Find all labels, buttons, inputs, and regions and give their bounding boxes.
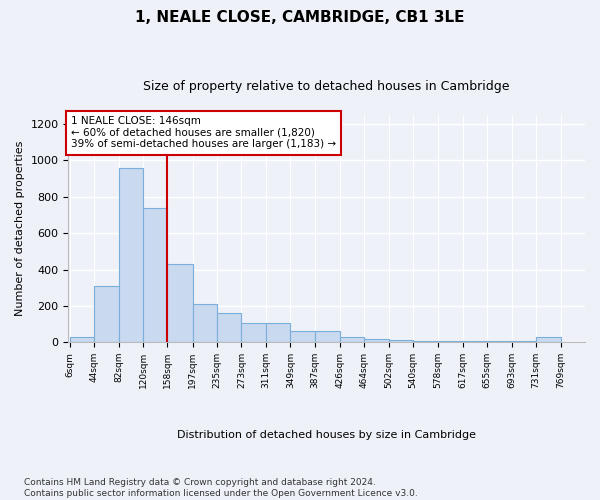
Text: Contains HM Land Registry data © Crown copyright and database right 2024.
Contai: Contains HM Land Registry data © Crown c…	[24, 478, 418, 498]
Bar	[241, 323, 266, 342]
Bar	[266, 323, 290, 342]
Title: Size of property relative to detached houses in Cambridge: Size of property relative to detached ho…	[143, 80, 510, 93]
Bar	[143, 208, 167, 342]
Bar	[167, 264, 193, 342]
Text: 1, NEALE CLOSE, CAMBRIDGE, CB1 3LE: 1, NEALE CLOSE, CAMBRIDGE, CB1 3LE	[135, 10, 465, 25]
Bar	[536, 337, 560, 342]
Bar	[70, 337, 94, 342]
Bar	[340, 337, 364, 342]
Bar	[119, 168, 143, 342]
Bar	[94, 286, 119, 342]
Bar	[389, 340, 413, 342]
X-axis label: Distribution of detached houses by size in Cambridge: Distribution of detached houses by size …	[177, 430, 476, 440]
Bar	[364, 338, 389, 342]
Bar	[315, 332, 340, 342]
Text: 1 NEALE CLOSE: 146sqm
← 60% of detached houses are smaller (1,820)
39% of semi-d: 1 NEALE CLOSE: 146sqm ← 60% of detached …	[71, 116, 336, 150]
Bar	[217, 313, 241, 342]
Bar	[193, 304, 217, 342]
Bar	[290, 332, 315, 342]
Y-axis label: Number of detached properties: Number of detached properties	[15, 141, 25, 316]
